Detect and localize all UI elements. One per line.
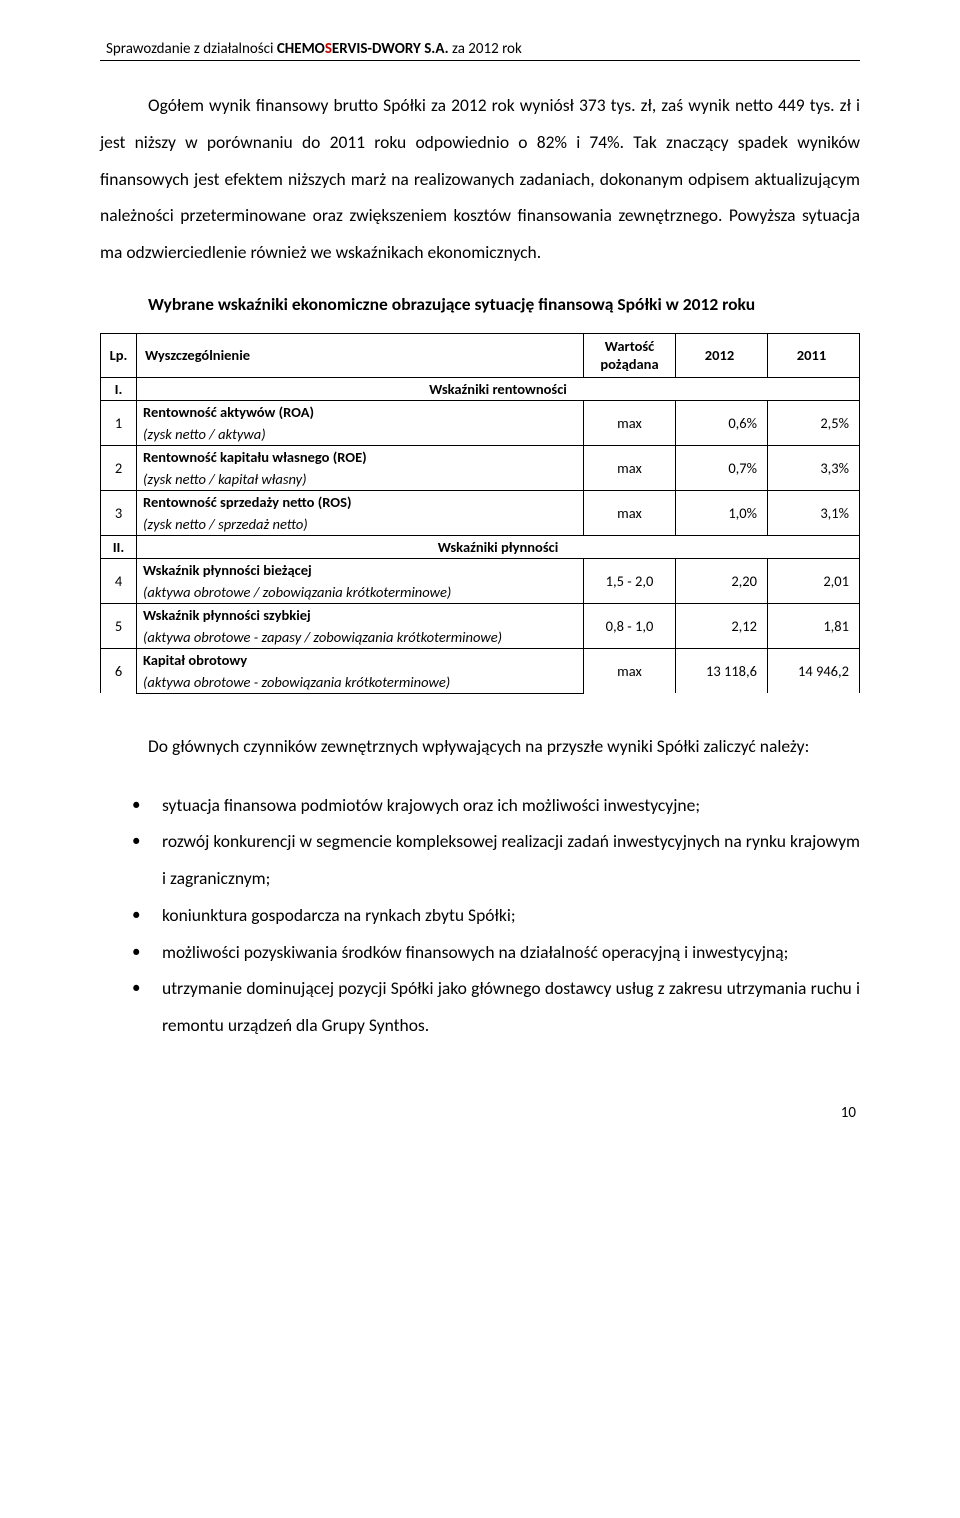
running-header: Sprawozdanie z działalności CHEMOSERVIS-… (100, 40, 860, 58)
table-row: 3Rentowność sprzedaży netto (ROS)max1,0%… (101, 490, 860, 513)
table-row: 5Wskaźnik płynności szybkiej0,8 - 1,02,1… (101, 603, 860, 626)
th-val: Wartość pożądana (584, 333, 676, 377)
cell-target: max (584, 648, 676, 693)
table-heading: Wybrane wskaźniki ekonomiczne obrazujące… (148, 293, 860, 315)
cell-2012: 1,0% (676, 490, 768, 535)
cell-subtitle: (aktywa obrotowe / zobowiązania krótkote… (137, 581, 584, 604)
cell-title: Kapitał obrotowy (137, 648, 584, 671)
table-section-row: II.Wskaźniki płynności (101, 535, 860, 558)
cell-lp: 4 (101, 558, 137, 603)
th-name: Wyszczególnienie (137, 333, 584, 377)
list-item: rozwój konkurencji w segmencie komplekso… (100, 823, 860, 897)
cell-target: max (584, 445, 676, 490)
table-body: I.Wskaźniki rentowności1Rentowność aktyw… (101, 377, 860, 693)
cell-2012: 2,20 (676, 558, 768, 603)
cell-subtitle: (zysk netto / sprzedaż netto) (137, 513, 584, 536)
brand-part1: CHEMO (277, 40, 325, 58)
cell-2012: 0,6% (676, 400, 768, 445)
cell-subtitle: (zysk netto / kapitał własny) (137, 468, 584, 491)
cell-lp: 2 (101, 445, 137, 490)
th-2012: 2012 (676, 333, 768, 377)
cell-title: Rentowność sprzedaży netto (ROS) (137, 490, 584, 513)
table-row: 6Kapitał obrotowymax13 118,614 946,2 (101, 648, 860, 671)
cell-2011: 14 946,2 (768, 648, 860, 693)
cell-2011: 2,5% (768, 400, 860, 445)
brand-part3: ERVIS-DWORY S.A. (332, 40, 449, 58)
cell-title: Rentowność kapitału własnego (ROE) (137, 445, 584, 468)
cell-target: 0,8 - 1,0 (584, 603, 676, 648)
header-prefix: Sprawozdanie z działalności (106, 40, 277, 58)
header-suffix: za 2012 rok (449, 40, 522, 58)
cell-2012: 13 118,6 (676, 648, 768, 693)
th-lp: Lp. (101, 333, 137, 377)
table-section-row: I.Wskaźniki rentowności (101, 377, 860, 400)
cell-2012: 2,12 (676, 603, 768, 648)
header-divider (100, 60, 860, 61)
cell-lp: 5 (101, 603, 137, 648)
document-page: Sprawozdanie z działalności CHEMOSERVIS-… (0, 0, 960, 1172)
list-item: koniunktura gospodarcza na rynkach zbytu… (100, 897, 860, 934)
table-header-row: Lp. Wyszczególnienie Wartość pożądana 20… (101, 333, 860, 377)
cell-title: Wskaźnik płynności szybkiej (137, 603, 584, 626)
bullet-list: sytuacja finansowa podmiotów krajowych o… (100, 787, 860, 1044)
table-row: 1Rentowność aktywów (ROA)max0,6%2,5% (101, 400, 860, 423)
cell-lp: 1 (101, 400, 137, 445)
list-item: utrzymanie dominującej pozycji Spółki ja… (100, 970, 860, 1044)
cell-2011: 3,3% (768, 445, 860, 490)
table-row: 4Wskaźnik płynności bieżącej1,5 - 2,02,2… (101, 558, 860, 581)
section-num: II. (101, 535, 137, 558)
paragraph-2: Do głównych czynników zewnętrznych wpływ… (100, 728, 860, 765)
cell-lp: 6 (101, 648, 137, 693)
cell-2011: 3,1% (768, 490, 860, 535)
cell-subtitle: (zysk netto / aktywa) (137, 423, 584, 446)
page-number: 10 (100, 1104, 860, 1122)
list-item: sytuacja finansowa podmiotów krajowych o… (100, 787, 860, 824)
section-label: Wskaźniki rentowności (137, 377, 860, 400)
section-label: Wskaźniki płynności (137, 535, 860, 558)
cell-title: Rentowność aktywów (ROA) (137, 400, 584, 423)
list-item: możliwości pozyskiwania środków finansow… (100, 934, 860, 971)
section-num: I. (101, 377, 137, 400)
brand-part2: S (325, 40, 332, 58)
cell-subtitle: (aktywa obrotowe - zobowiązania krótkote… (137, 671, 584, 694)
cell-target: max (584, 400, 676, 445)
cell-2012: 0,7% (676, 445, 768, 490)
cell-subtitle: (aktywa obrotowe - zapasy / zobowiązania… (137, 626, 584, 649)
cell-2011: 2,01 (768, 558, 860, 603)
cell-target: 1,5 - 2,0 (584, 558, 676, 603)
cell-title: Wskaźnik płynności bieżącej (137, 558, 584, 581)
cell-target: max (584, 490, 676, 535)
cell-lp: 3 (101, 490, 137, 535)
paragraph-1: Ogółem wynik finansowy brutto Spółki za … (100, 87, 860, 271)
indicators-table: Lp. Wyszczególnienie Wartość pożądana 20… (100, 333, 860, 694)
table-row: 2Rentowność kapitału własnego (ROE)max0,… (101, 445, 860, 468)
cell-2011: 1,81 (768, 603, 860, 648)
th-2011: 2011 (768, 333, 860, 377)
